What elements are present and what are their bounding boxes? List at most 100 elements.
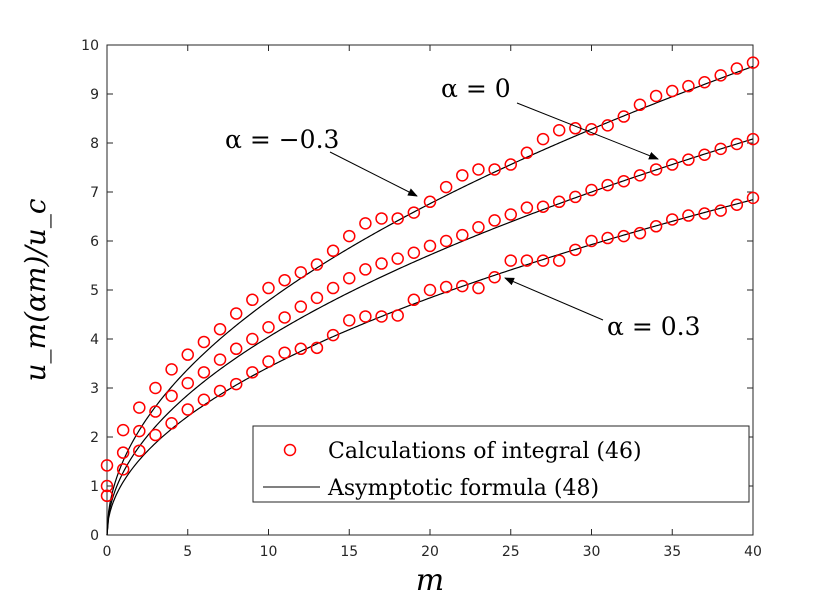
y-tick-label: 10 xyxy=(81,38,99,54)
data-point-series-2 xyxy=(116,463,130,476)
data-point-series-2 xyxy=(504,254,517,267)
arrow-alpha-0 xyxy=(516,102,659,160)
data-point-series-1 xyxy=(601,178,614,192)
data-point-series-1 xyxy=(746,132,760,146)
data-point-series-2 xyxy=(246,366,259,379)
data-point-series-1 xyxy=(666,158,679,171)
x-tick-label: 5 xyxy=(183,544,192,560)
data-point-series-0 xyxy=(100,459,114,472)
legend-label-integral: Calculations of integral (46) xyxy=(328,439,642,464)
data-point-series-2 xyxy=(181,403,194,416)
data-point-series-0 xyxy=(472,163,485,176)
data-point-series-0 xyxy=(585,123,598,136)
data-point-series-1 xyxy=(310,291,324,305)
data-point-series-0 xyxy=(359,217,372,230)
data-point-series-1 xyxy=(278,311,291,324)
data-point-series-2 xyxy=(407,293,421,307)
x-tick-label: 15 xyxy=(340,544,358,560)
data-point-series-2 xyxy=(730,198,744,211)
data-point-series-1 xyxy=(649,163,663,176)
data-point-series-2 xyxy=(472,281,485,295)
data-point-series-1 xyxy=(197,366,211,379)
data-point-series-1 xyxy=(633,169,647,182)
data-point-series-0 xyxy=(310,258,324,271)
data-point-series-0 xyxy=(520,146,534,160)
data-point-series-0 xyxy=(213,322,227,336)
data-point-series-1 xyxy=(520,201,534,214)
legend-label-asymptotic: Asymptotic formula (48) xyxy=(327,476,599,501)
data-point-series-1 xyxy=(730,137,744,151)
data-points xyxy=(100,56,760,503)
y-tick-label: 3 xyxy=(90,381,99,397)
data-point-series-0 xyxy=(149,381,162,395)
data-point-series-1 xyxy=(100,479,114,493)
annotation-alpha-03: α = 0.3 xyxy=(607,312,700,341)
data-point-series-0 xyxy=(229,307,243,320)
data-point-series-1 xyxy=(181,376,194,390)
data-point-series-1 xyxy=(698,148,711,162)
data-point-series-2 xyxy=(262,355,275,368)
data-point-series-0 xyxy=(649,89,663,103)
data-point-series-0 xyxy=(294,266,308,279)
data-point-series-1 xyxy=(262,320,275,334)
data-point-series-2 xyxy=(682,209,695,222)
data-point-series-1 xyxy=(714,142,727,156)
data-point-series-2 xyxy=(294,342,308,356)
y-tick-label: 1 xyxy=(90,479,99,495)
data-point-series-0 xyxy=(633,98,647,112)
data-point-series-0 xyxy=(326,244,340,258)
data-point-series-1 xyxy=(488,214,501,227)
y-tick-label: 8 xyxy=(90,136,99,152)
data-point-series-1 xyxy=(504,208,517,221)
data-point-series-2 xyxy=(439,280,453,294)
data-point-series-0 xyxy=(439,180,453,194)
data-point-series-0 xyxy=(601,119,614,132)
data-point-series-0 xyxy=(456,169,469,182)
data-point-series-0 xyxy=(197,335,211,349)
data-point-series-2 xyxy=(213,384,227,398)
x-tick-label: 25 xyxy=(502,544,520,560)
annotation-alpha-neg03: α = −0.3 xyxy=(225,125,339,154)
data-point-series-2 xyxy=(278,346,291,359)
axis-ticks: 0 5 10 15 20 25 30 35 40 0 1 2 3 4 5 6 7 8 9 10 xyxy=(81,38,762,560)
data-point-series-2 xyxy=(229,377,243,391)
data-point-series-1 xyxy=(133,424,146,438)
data-point-series-2 xyxy=(133,444,146,457)
data-point-series-1 xyxy=(439,234,453,248)
data-point-series-0 xyxy=(246,293,259,307)
data-point-series-0 xyxy=(536,132,550,146)
data-point-series-2 xyxy=(714,204,727,217)
x-tick-label: 0 xyxy=(103,544,112,560)
data-point-series-0 xyxy=(746,56,760,69)
data-point-series-2 xyxy=(423,283,437,297)
data-point-series-1 xyxy=(165,389,178,403)
x-tick-label: 35 xyxy=(663,544,681,560)
data-point-series-1 xyxy=(472,221,485,234)
data-point-series-1 xyxy=(343,271,356,285)
data-point-series-2 xyxy=(569,243,582,257)
x-tick-label: 20 xyxy=(421,544,439,560)
data-point-series-1 xyxy=(456,228,469,242)
data-point-series-2 xyxy=(520,254,534,267)
y-axis-label: u_m(αm)/u_c xyxy=(19,198,52,381)
data-point-series-0 xyxy=(504,158,517,171)
y-tick-label: 7 xyxy=(90,185,99,201)
data-point-series-1 xyxy=(552,195,566,209)
data-point-series-0 xyxy=(343,229,356,243)
y-tick-label: 5 xyxy=(90,283,99,299)
data-point-series-1 xyxy=(229,342,243,356)
data-point-series-2 xyxy=(585,234,598,248)
data-point-series-2 xyxy=(746,191,760,205)
data-point-series-2 xyxy=(391,309,404,322)
data-point-series-2 xyxy=(326,328,340,342)
data-point-series-0 xyxy=(391,212,404,225)
data-point-series-1 xyxy=(423,239,437,253)
data-point-series-1 xyxy=(116,446,130,459)
data-point-series-2 xyxy=(456,279,469,293)
data-point-series-1 xyxy=(569,190,582,204)
data-point-series-0 xyxy=(278,273,291,287)
data-point-series-0 xyxy=(375,212,388,225)
y-tick-label: 0 xyxy=(90,528,99,544)
data-point-series-0 xyxy=(165,363,178,376)
data-point-series-2 xyxy=(343,314,356,327)
